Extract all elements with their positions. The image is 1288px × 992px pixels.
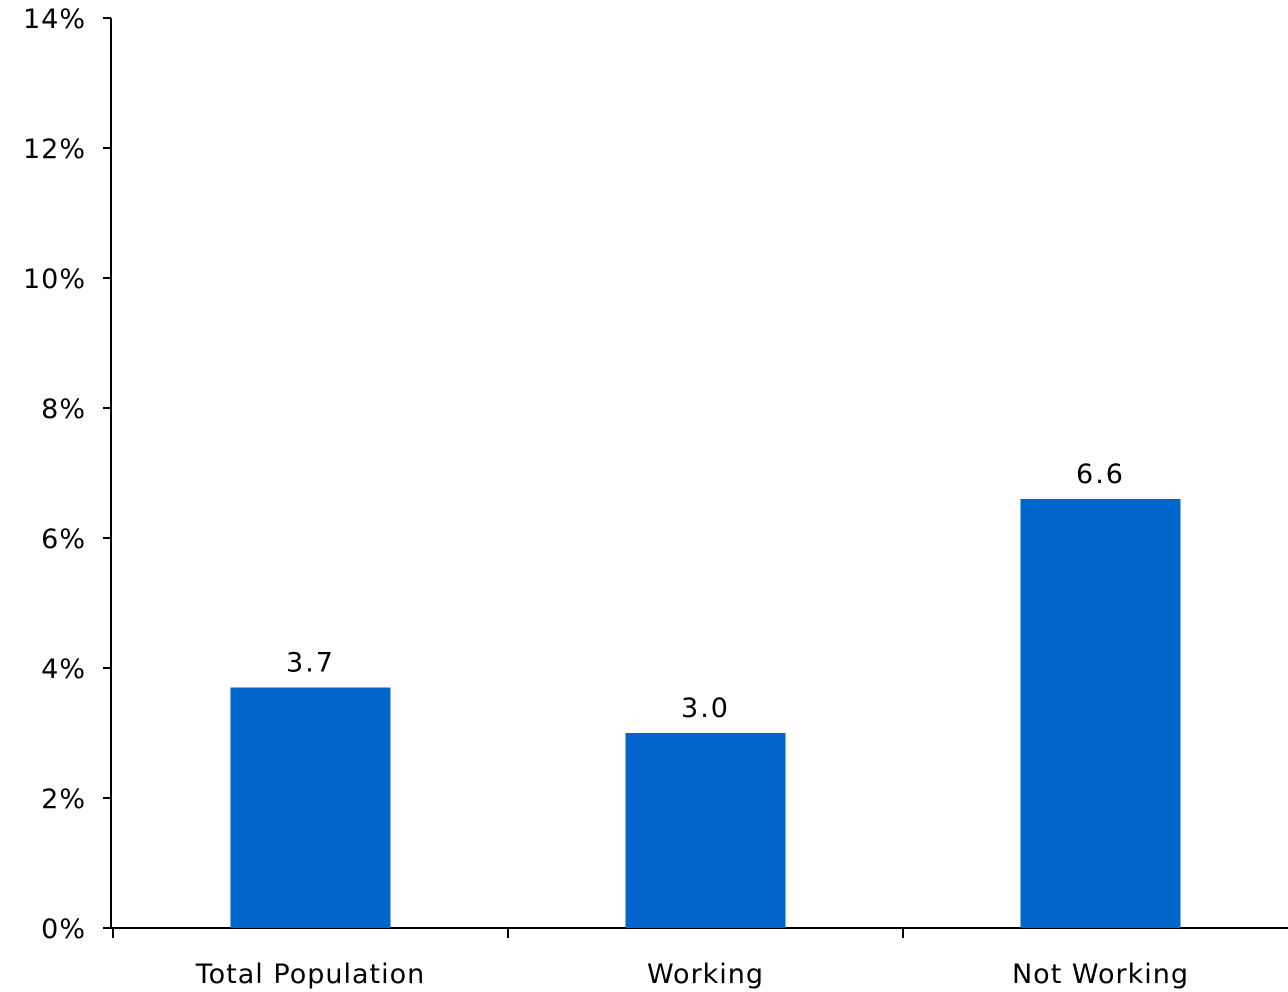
bars [230,499,1181,928]
y-tick-label: 4% [41,654,86,685]
y-tick-label: 10% [23,264,86,295]
bar-not-working [1020,499,1181,928]
x-category-label: Working [647,959,764,990]
y-tick-label: 12% [23,134,86,165]
y-tick-label: 0% [41,914,86,945]
bar-total-population [230,687,391,928]
data-labels: 3.7 3.0 6.6 [286,459,1125,724]
x-category-label: Not Working [1012,959,1189,990]
data-label: 3.0 [681,693,730,724]
y-tick-label: 2% [41,784,86,815]
x-category-label: Total Population [195,959,426,990]
data-label: 3.7 [286,648,335,679]
bar-working [625,733,786,928]
data-label: 6.6 [1076,459,1125,490]
y-tick-label: 14% [23,4,86,35]
y-ticks: 0% 2% 4% 6% 8% 10% 12% 14% [23,4,111,945]
y-tick-label: 8% [41,394,86,425]
x-ticks: Total Population Working Not Working [112,928,1189,990]
y-tick-label: 6% [41,524,86,555]
